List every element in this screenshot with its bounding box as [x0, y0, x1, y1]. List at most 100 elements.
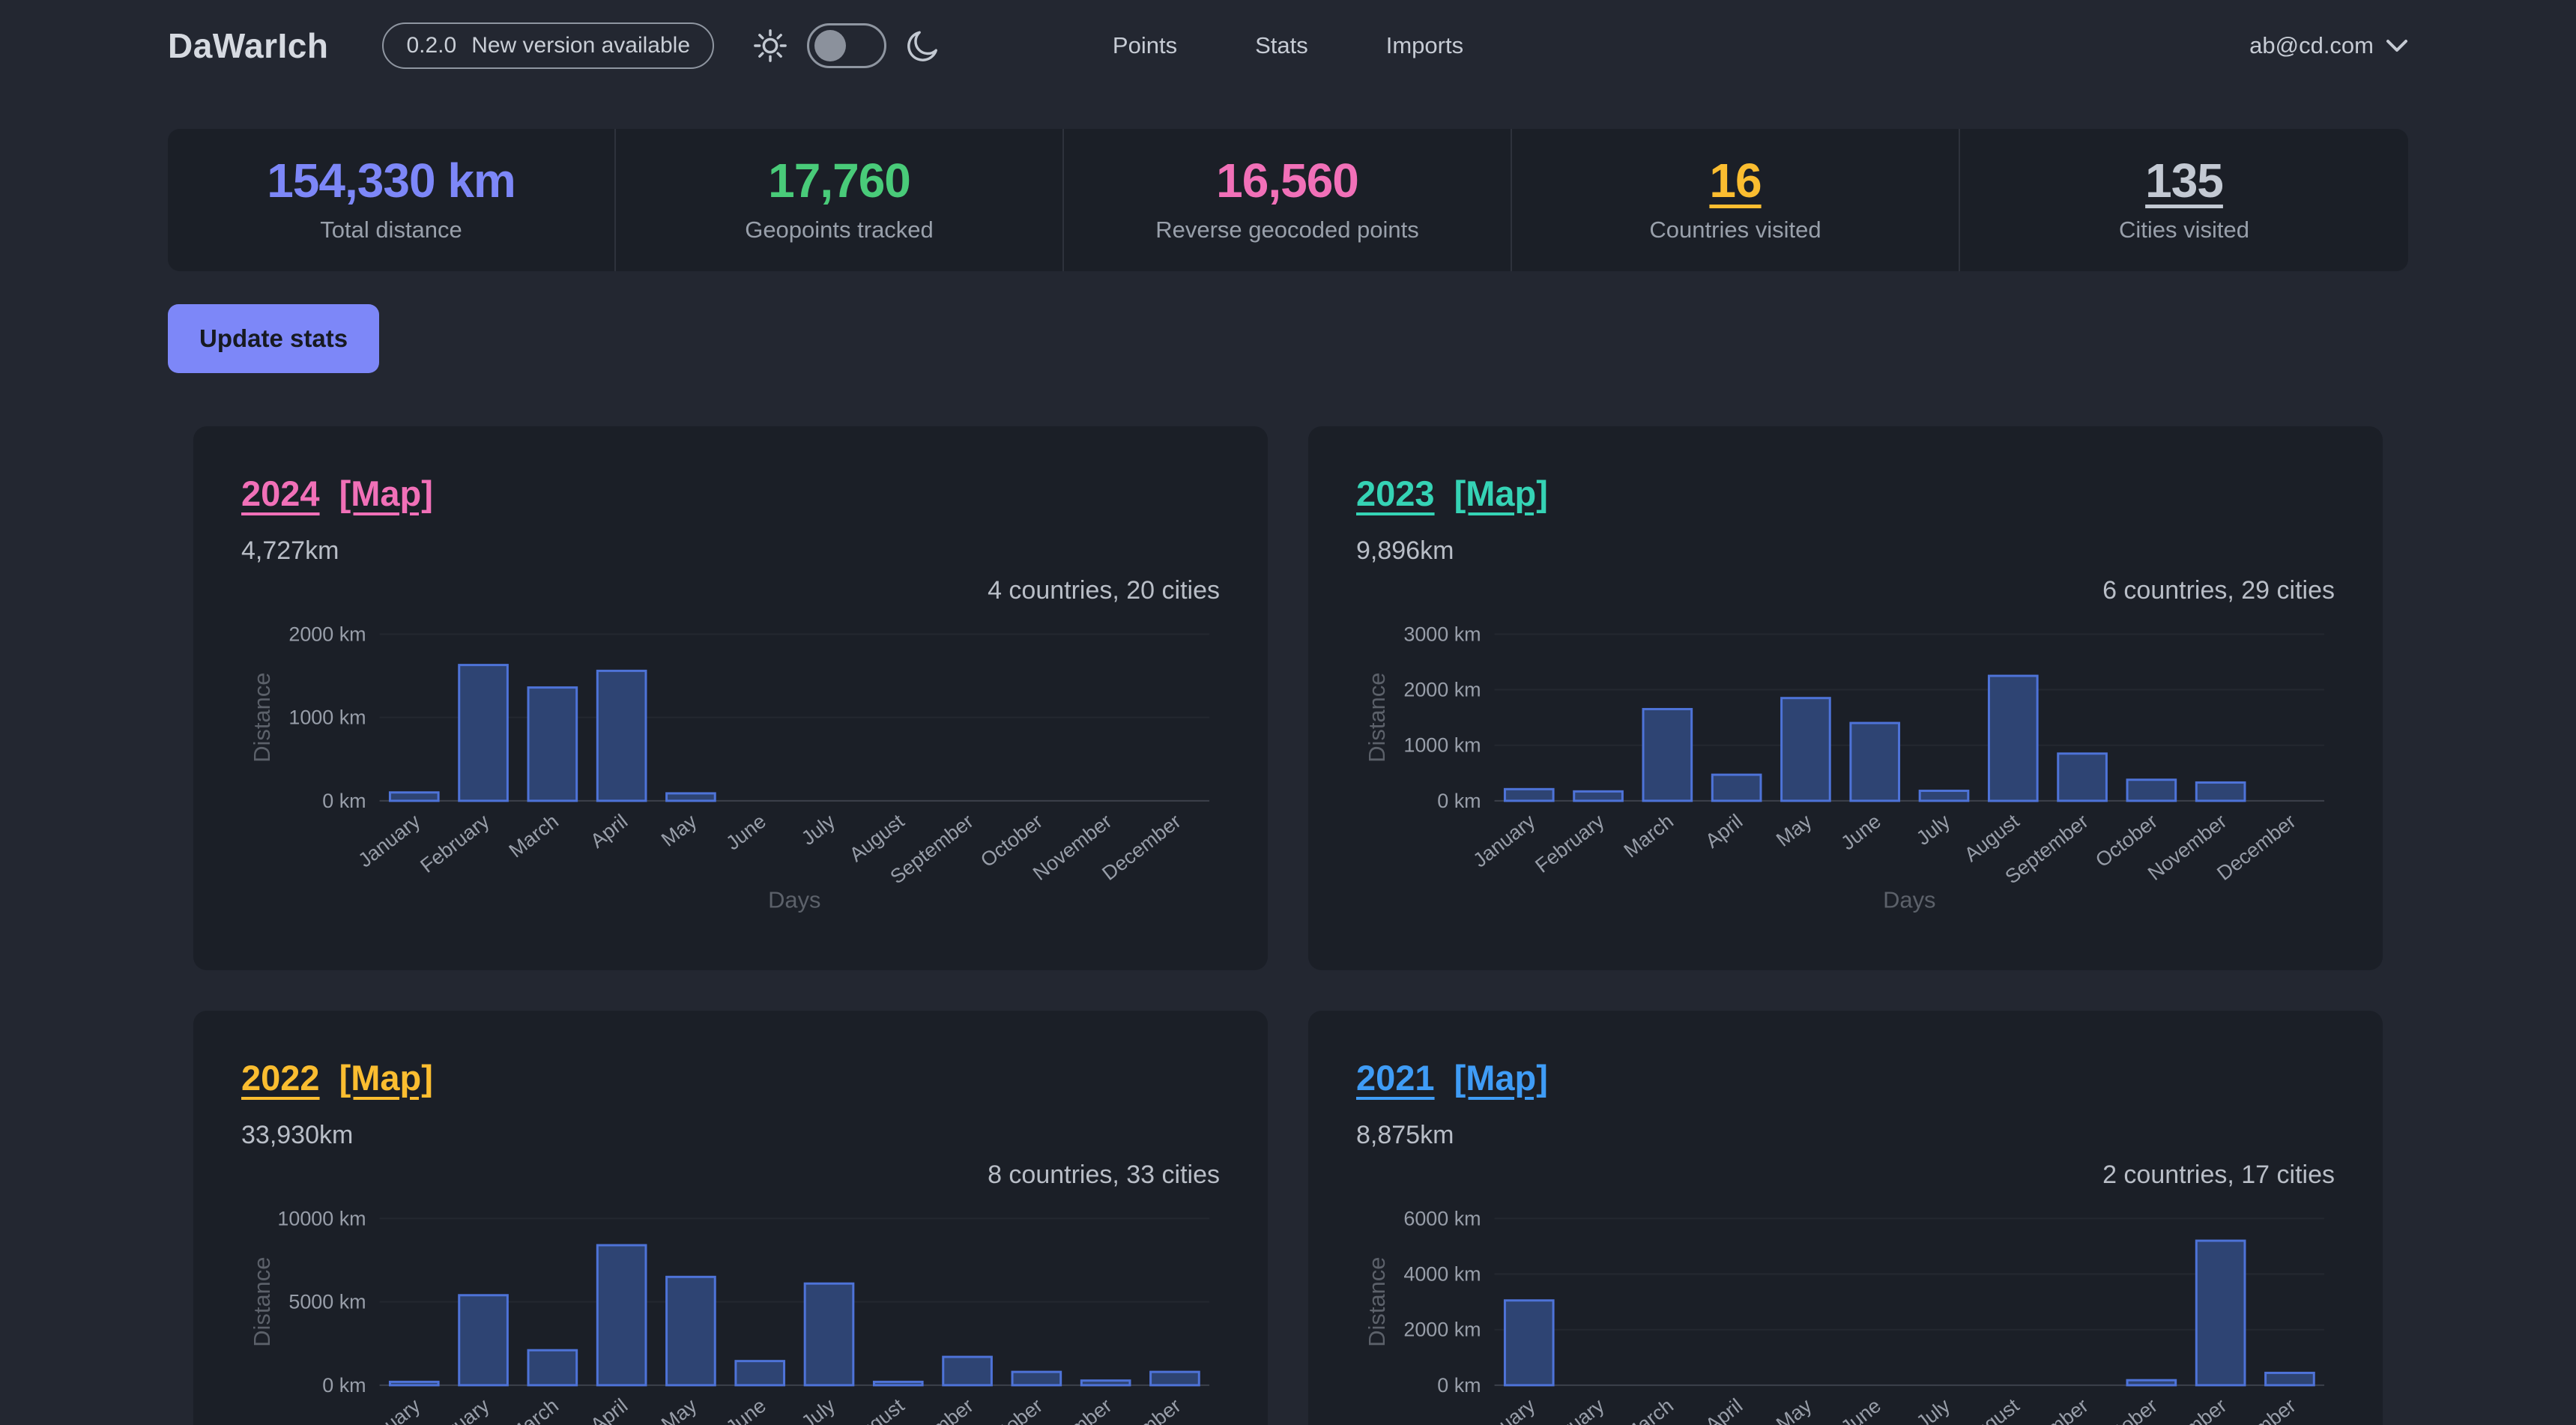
monthly-distance-bar-chart: 0 km 1000 km 2000 km 3000 km JanuaryFebruary… [1364, 623, 2325, 913]
svg-text:December: December [2213, 810, 2300, 885]
svg-text:May: May [657, 1394, 701, 1425]
svg-text:0 km: 0 km [322, 790, 366, 812]
year-card: 2023 [Map] 9,896km 6 countries, 29 citie… [1308, 426, 2383, 970]
svg-text:December: December [1098, 810, 1185, 885]
svg-text:July: July [1912, 1394, 1955, 1425]
year-card: 2022 [Map] 33,930km 8 countries, 33 citi… [193, 1011, 1268, 1425]
svg-text:Distance: Distance [1364, 673, 1390, 763]
svg-text:February: February [416, 810, 494, 877]
svg-text:Distance: Distance [1364, 1257, 1390, 1347]
theme-toggle[interactable] [807, 23, 887, 68]
map-link[interactable]: [Map] [1454, 1058, 1548, 1098]
stat-value-countries-visited[interactable]: 16 [1709, 154, 1762, 208]
svg-text:May: May [1772, 810, 1816, 851]
navbar-left-group: DaWarIch 0.2.0 New version available [168, 22, 1113, 69]
stat-value-reverse-geocoded: 16,560 [1216, 154, 1359, 208]
theme-controls [753, 23, 940, 68]
stats-overview-panel: 154,330 km Total distance 17,760 Geopoin… [168, 129, 2408, 271]
year-card: 2024 [Map] 4,727km 4 countries, 20 citie… [193, 426, 1268, 970]
svg-text:Days: Days [768, 887, 820, 913]
year-card: 2021 [Map] 8,875km 2 countries, 17 citie… [1308, 1011, 2383, 1425]
svg-text:May: May [1772, 1394, 1816, 1425]
svg-text:February: February [416, 1394, 494, 1425]
year-total-distance: 8,875km [1356, 1121, 1454, 1149]
svg-text:March: March [505, 810, 563, 862]
svg-text:0 km: 0 km [322, 1374, 366, 1397]
svg-text:April: April [1701, 1394, 1747, 1425]
year-link[interactable]: 2021 [1356, 1058, 1435, 1098]
stat-reverse-geocoded: 16,560 Reverse geocoded points [1064, 129, 1512, 271]
nav-link-imports[interactable]: Imports [1385, 32, 1464, 58]
svg-text:June: June [1836, 810, 1884, 855]
svg-text:January: January [354, 1394, 424, 1425]
svg-text:August: August [1960, 1394, 2024, 1425]
svg-text:June: June [1836, 1394, 1884, 1425]
version-badge[interactable]: 0.2.0 New version available [382, 22, 715, 69]
year-countries-cities-summary: 6 countries, 29 cities [2102, 576, 2335, 605]
svg-text:July: July [1912, 810, 1955, 850]
theme-toggle-knob [814, 30, 847, 61]
svg-text:10000 km: 10000 km [277, 1207, 366, 1229]
update-stats-button[interactable]: Update stats [168, 304, 380, 373]
map-link[interactable]: [Map] [1454, 474, 1548, 513]
svg-text:October: October [976, 1394, 1047, 1425]
svg-text:March: March [1620, 1394, 1678, 1425]
svg-text:6000 km: 6000 km [1403, 1207, 1481, 1229]
svg-text:2000 km: 2000 km [288, 623, 366, 645]
svg-text:2000 km: 2000 km [1403, 1319, 1481, 1341]
svg-text:April: April [1701, 810, 1747, 853]
stat-label-reverse-geocoded: Reverse geocoded points [1155, 217, 1419, 243]
navbar: DaWarIch 0.2.0 New version available [0, 0, 2576, 91]
svg-text:January: January [1469, 1394, 1539, 1425]
stat-total-distance: 154,330 km Total distance [168, 129, 616, 271]
stat-value-cities-visited[interactable]: 135 [2145, 154, 2224, 208]
svg-text:Distance: Distance [249, 673, 275, 763]
svg-text:0 km: 0 km [1437, 790, 1481, 812]
svg-text:July: July [797, 1394, 840, 1425]
year-countries-cities-summary: 2 countries, 17 cities [2102, 1161, 2335, 1189]
svg-text:May: May [657, 810, 701, 851]
version-number: 0.2.0 [406, 33, 457, 58]
svg-text:Days: Days [1883, 887, 1935, 913]
svg-text:June: June [722, 1394, 770, 1425]
svg-text:March: March [1620, 810, 1678, 862]
year-total-distance: 4,727km [241, 536, 339, 565]
year-countries-cities-summary: 4 countries, 20 cities [988, 576, 1220, 605]
navbar-right-group: ab@cd.com [1463, 32, 2408, 59]
svg-text:April: April [586, 1394, 632, 1425]
svg-text:1000 km: 1000 km [288, 707, 366, 729]
svg-text:February: February [1531, 1394, 1609, 1425]
user-menu[interactable]: ab@cd.com [2249, 32, 2408, 59]
stat-geopoints-tracked: 17,760 Geopoints tracked [616, 129, 1064, 271]
svg-text:3000 km: 3000 km [1403, 623, 1481, 645]
svg-text:August: August [845, 1394, 909, 1425]
app-logo[interactable]: DaWarIch [168, 26, 329, 65]
stat-label-cities-visited: Cities visited [2119, 217, 2249, 243]
svg-text:1000 km: 1000 km [1403, 734, 1481, 757]
year-cards-grid: 2024 [Map] 4,727km 4 countries, 20 citie… [168, 426, 2408, 1425]
nav-link-points[interactable]: Points [1112, 32, 1178, 58]
map-link[interactable]: [Map] [339, 474, 433, 513]
year-link[interactable]: 2024 [241, 474, 320, 513]
stat-label-geopoints-tracked: Geopoints tracked [745, 217, 934, 243]
year-total-distance: 9,896km [1356, 536, 1454, 565]
svg-text:0 km: 0 km [1437, 1374, 1481, 1397]
year-link[interactable]: 2023 [1356, 474, 1435, 513]
nav-link-stats[interactable]: Stats [1255, 32, 1308, 58]
svg-text:August: August [845, 810, 909, 867]
map-link[interactable]: [Map] [339, 1058, 433, 1098]
stat-label-total-distance: Total distance [320, 217, 462, 243]
year-card-title-row: 2023 [Map] [1356, 473, 2335, 514]
stat-cities-visited: 135 Cities visited [1960, 129, 2408, 271]
stat-countries-visited: 16 Countries visited [1512, 129, 1960, 271]
year-link[interactable]: 2022 [241, 1058, 320, 1098]
year-countries-cities-summary: 8 countries, 33 cities [988, 1161, 1220, 1189]
moon-icon [906, 28, 940, 63]
user-email: ab@cd.com [2249, 32, 2374, 58]
stat-value-total-distance: 154,330 km [267, 154, 516, 208]
sun-icon [753, 28, 787, 63]
stat-label-countries-visited: Countries visited [1649, 217, 1821, 243]
svg-text:August: August [1960, 810, 2024, 867]
main-nav: Points Stats Imports [1113, 32, 1463, 59]
